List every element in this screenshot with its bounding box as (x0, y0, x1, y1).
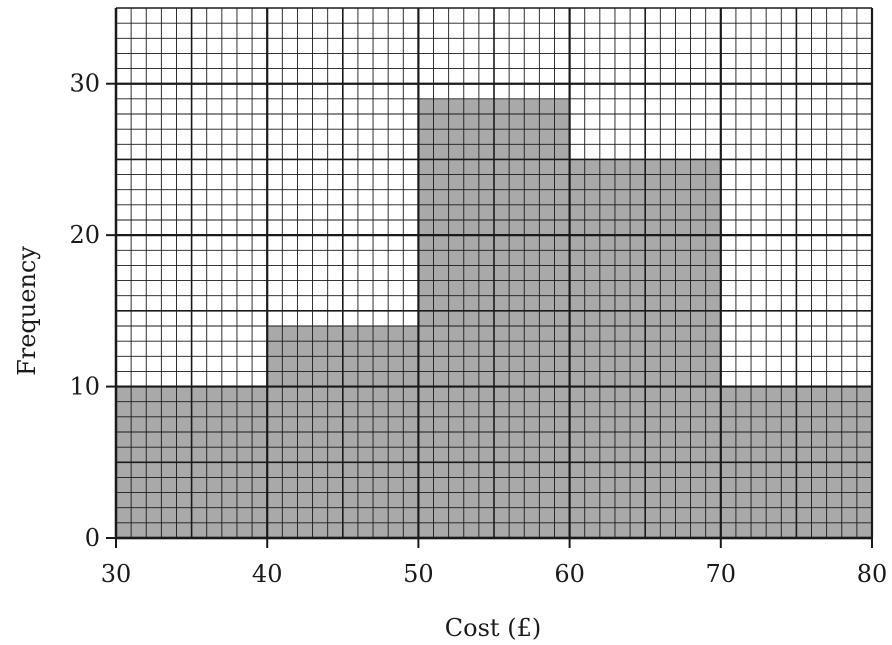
labels-layer: Cost (£) Frequency 30 40 50 60 70 80 0 10 20 30 (13, 70, 887, 642)
x-tick-label: 50 (403, 560, 434, 588)
x-axis-title: Cost (£) (445, 614, 541, 642)
x-tick-label: 80 (857, 560, 888, 588)
x-tick-label: 30 (101, 560, 132, 588)
y-tick-label: 30 (69, 70, 100, 98)
x-tick-label: 60 (554, 560, 585, 588)
y-tick-label: 20 (69, 221, 100, 249)
axes-layer (106, 8, 873, 548)
y-tick-label: 0 (85, 524, 100, 552)
x-tick-label: 40 (252, 560, 283, 588)
y-tick-label: 10 (69, 373, 100, 401)
y-axis-title: Frequency (13, 246, 41, 376)
grid-layer (114, 7, 874, 540)
x-tick-label: 70 (706, 560, 737, 588)
